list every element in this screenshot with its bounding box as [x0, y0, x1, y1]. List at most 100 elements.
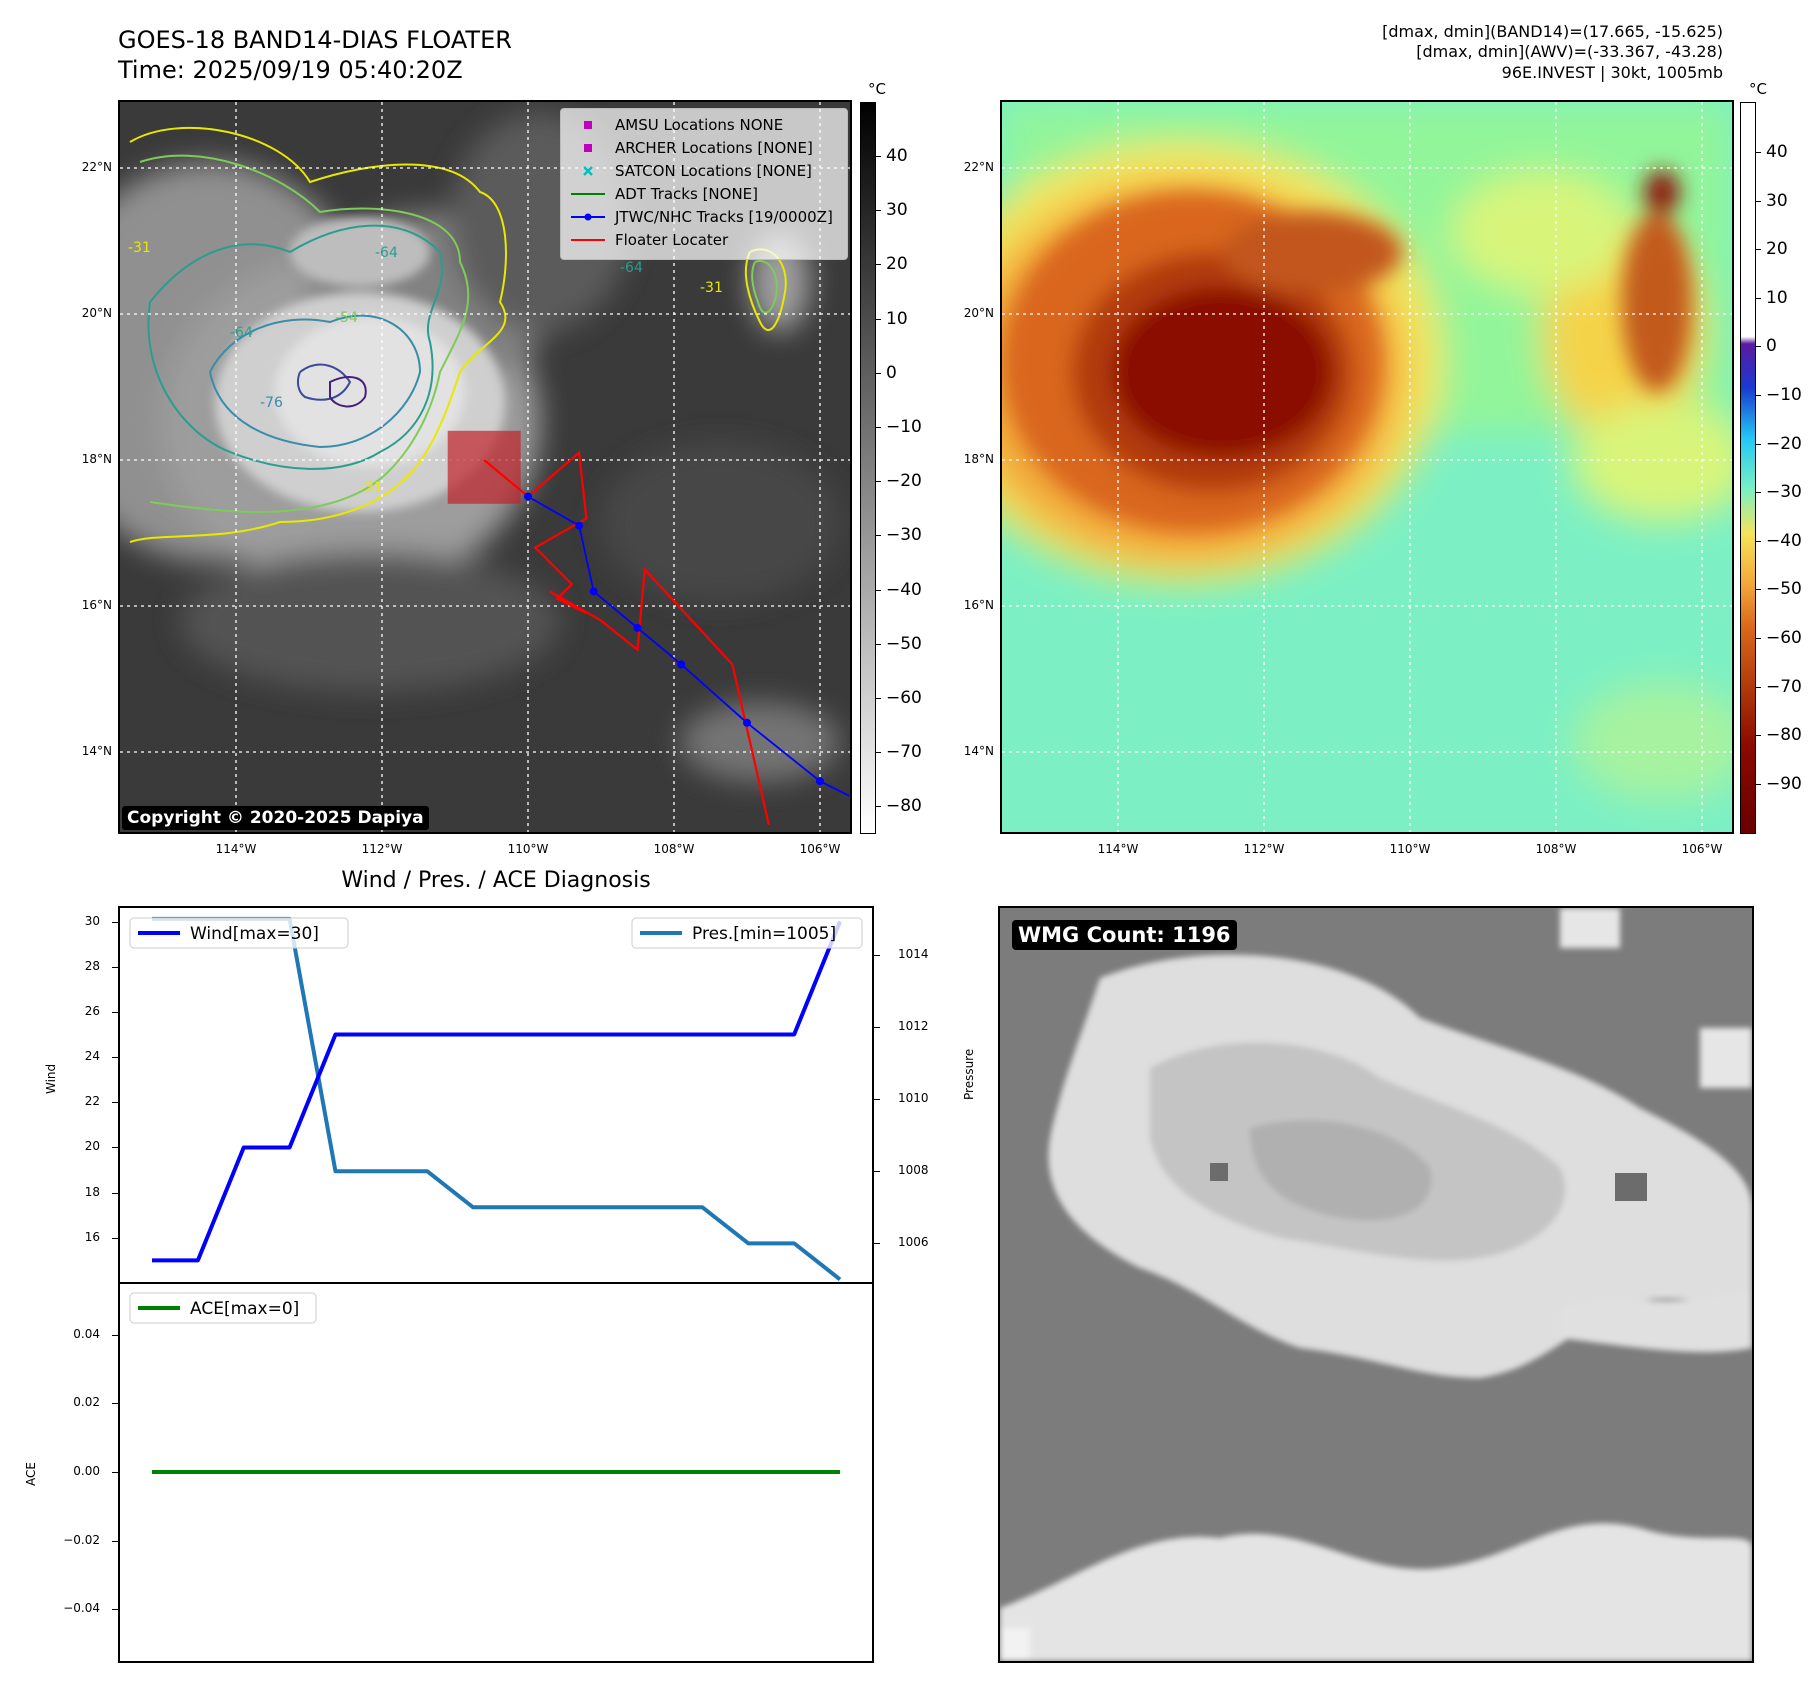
pressure-tick-label: 1012: [898, 1018, 929, 1033]
legend-marker: [571, 206, 605, 228]
lat-label: 22°N: [963, 160, 994, 174]
colorbar-tick-mark: [1756, 395, 1761, 396]
lon-label: 114°W: [1097, 842, 1139, 856]
pressure-axis-label: Pressure: [962, 1048, 976, 1100]
track-point: [589, 587, 598, 596]
wind-tick-label: 26: [84, 1003, 100, 1018]
legend-label: SATCON Locations [NONE]: [615, 162, 812, 180]
colorbar-tick-mark: [876, 806, 881, 808]
colorbar-tick-label: −60: [1766, 628, 1802, 648]
ace-tick-mark: [112, 1609, 118, 1611]
contour-label: -31: [700, 280, 723, 296]
floater-locater-track: [483, 450, 770, 826]
lat-label: 16°N: [963, 598, 994, 612]
colorbar-tick-label: −60: [886, 688, 922, 708]
lon-label: 112°W: [361, 842, 403, 856]
colorbar-tick-label: −80: [1766, 725, 1802, 746]
legend-item: ARCHER Locations [NONE]: [571, 137, 813, 159]
colorbar-tick-mark: [876, 698, 881, 699]
colorbar-tick-label: −20: [1766, 433, 1802, 454]
lon-label: 108°W: [1535, 842, 1577, 856]
legend-marker: [571, 229, 605, 251]
contour-label: -31: [128, 240, 151, 256]
colorbar-tick-mark: [1756, 346, 1761, 348]
colorbar-tick-mark: [1756, 638, 1761, 639]
colorbar-tick-mark: [876, 372, 881, 374]
awv-map: [1002, 102, 1732, 832]
colorbar-tick-mark: [1756, 443, 1761, 445]
colorbar-tick-label: 20: [886, 254, 908, 275]
lon-label: 114°W: [215, 842, 257, 856]
pressure-tick-mark: [874, 1243, 880, 1245]
pressure-line: [152, 916, 842, 1281]
contour-label: -54: [335, 310, 358, 326]
pressure-legend: Pres.[min=1005]: [631, 917, 863, 949]
wmg-panel: WMG Count: 1196: [998, 906, 1754, 1663]
figure-time: Time: 2025/09/19 05:40:20Z: [118, 56, 463, 84]
colorbar-tick-mark: [876, 264, 881, 266]
colorbar-tick-label: −80: [886, 796, 922, 817]
lon-label: 106°W: [799, 842, 841, 856]
colorbar-tick-label: −50: [1766, 579, 1802, 600]
lat-label: 20°N: [81, 306, 112, 320]
legend-text: ACE[max=0]: [190, 1299, 299, 1319]
colorbar-tick-mark: [1756, 589, 1761, 591]
pressure-tick-label: 1010: [898, 1091, 929, 1106]
colorbar-tick-mark: [1756, 297, 1761, 299]
wind-axis-label: Wind: [44, 1063, 58, 1094]
ace-tick-mark: [112, 1403, 118, 1405]
ace-tick-label: −0.02: [63, 1532, 100, 1547]
legend-text: Pres.[min=1005]: [692, 924, 836, 944]
legend-marker: [571, 160, 605, 182]
legend-label: AMSU Locations NONE: [615, 116, 784, 134]
legend-marker: [571, 183, 605, 205]
wind-tick-mark: [112, 1011, 118, 1013]
wind-tick-label: 30: [84, 913, 100, 928]
colorbar-tick-mark: [876, 535, 881, 537]
lat-label: 16°N: [81, 598, 112, 612]
colorbar-tick-label: −20: [886, 471, 922, 492]
pressure-tick-mark: [874, 1099, 880, 1101]
colorbar-tick-mark: [1756, 152, 1761, 153]
colorbar-tick-label: −10: [1766, 385, 1802, 405]
lon-label: 110°W: [507, 842, 549, 856]
legend-marker: [571, 114, 605, 136]
contour-label: -64: [230, 325, 253, 341]
colorbar-tick-label: −50: [886, 633, 922, 654]
colorbar-tick-mark: [876, 427, 881, 428]
band14-range: [dmax, dmin](BAND14)=(17.665, -15.625): [1382, 22, 1723, 41]
left-colorbar-unit: °C: [868, 80, 886, 98]
legend-item: SATCON Locations [NONE]: [571, 160, 812, 182]
contour-label: -76: [260, 395, 283, 411]
storm-info: 96E.INVEST | 30kt, 1005mb: [1501, 63, 1723, 82]
lon-label: 106°W: [1681, 842, 1723, 856]
track-point: [575, 521, 584, 530]
ace-tick-label: −0.04: [63, 1601, 100, 1616]
ace-tick-mark: [112, 1334, 118, 1336]
wind-tick-label: 20: [84, 1139, 100, 1154]
colorbar-tick-label: −40: [886, 579, 922, 600]
colorbar-tick-label: 30: [1766, 190, 1788, 211]
colorbar-tick-label: 10: [1766, 287, 1788, 308]
pressure-tick-label: 1006: [898, 1235, 929, 1250]
wind-tick-mark: [112, 1192, 118, 1194]
contour-label: -64: [620, 260, 643, 276]
legend-marker: [571, 137, 605, 159]
colorbar-tick-mark: [1756, 735, 1761, 737]
wind-tick-mark: [112, 1057, 118, 1059]
colorbar-tick-mark: [876, 752, 881, 754]
left-colorbar: [860, 102, 876, 834]
colorbar-tick-mark: [1756, 492, 1761, 494]
wmg-count-badge: WMG Count: 1196: [1012, 920, 1237, 950]
awv-map-panel: [1000, 100, 1734, 834]
track-point: [524, 492, 532, 501]
colorbar-tick-mark: [876, 589, 881, 591]
copyright-badge: Copyright © 2020-2025 Dapiya: [122, 806, 429, 830]
colorbar-tick-label: 10: [886, 308, 908, 329]
colorbar-tick-label: 40: [1766, 142, 1788, 162]
colorbar-tick-label: −30: [1766, 482, 1802, 503]
pressure-tick-mark: [874, 1026, 880, 1028]
diagnosis-title: Wind / Pres. / ACE Diagnosis: [341, 868, 651, 893]
ace-tick-label: 0.02: [73, 1395, 100, 1410]
right-colorbar: [1740, 102, 1756, 834]
